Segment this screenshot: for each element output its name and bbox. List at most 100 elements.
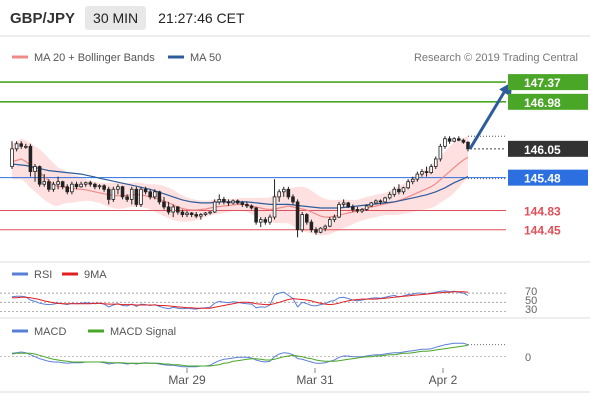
candle-body: [10, 148, 14, 167]
candle-body: [355, 209, 360, 212]
level-146-98-text: 146.98: [524, 96, 561, 110]
candle-body: [383, 197, 387, 203]
candle-body: [392, 188, 397, 195]
candle-body: [102, 185, 106, 190]
candle-body: [369, 202, 374, 207]
level-145-48-box: [508, 169, 588, 186]
clock-time: 21:27:46 CET: [158, 10, 245, 26]
candle-body: [337, 204, 341, 218]
candle-body: [116, 186, 120, 190]
candle-body: [166, 206, 171, 213]
level-144-83-text: 144.83: [524, 205, 561, 219]
candle-body: [360, 209, 364, 212]
level-147-37-text: 147.37: [524, 76, 561, 90]
candle-body: [125, 196, 129, 200]
candle-body: [88, 182, 93, 185]
candle-body: [226, 201, 231, 204]
candle-body: [466, 141, 470, 150]
candle-body: [143, 188, 148, 193]
ma9-legend-label: 9MA: [84, 269, 107, 281]
candle-body: [378, 200, 383, 203]
candle-body: [433, 158, 438, 167]
candle-body: [410, 178, 415, 183]
rsi-ma9-line: [12, 291, 469, 309]
candle-body: [406, 181, 410, 189]
candle-body: [429, 166, 433, 173]
candle-body: [74, 183, 79, 188]
candle-body: [305, 214, 309, 223]
macd-axis-zero: 0: [525, 352, 531, 364]
rsi-line: [11, 290, 469, 310]
candle-body: [245, 204, 249, 207]
x-label-mar-31: Mar 31: [296, 373, 334, 387]
forecast-arrow-shaft: [468, 88, 508, 150]
candle-body: [258, 219, 263, 223]
level-147-37-box: [508, 74, 588, 91]
candle-body: [51, 183, 56, 190]
candle-body: [14, 143, 19, 150]
candle-body: [222, 198, 226, 203]
candle-body: [185, 212, 189, 215]
candle-body: [438, 145, 443, 160]
ma50-line: [11, 163, 469, 209]
candle-body: [153, 191, 157, 198]
candle-body: [97, 185, 102, 188]
candle-body: [341, 202, 346, 205]
candle-body: [33, 166, 37, 172]
level-144-45-text: 144.45: [524, 224, 561, 238]
macd-legend-label: MACD: [34, 326, 66, 338]
level-146-05-text: 146.05: [524, 143, 561, 157]
candle-body: [42, 181, 47, 185]
candle-body: [461, 139, 466, 143]
candle-body: [249, 205, 254, 209]
candle-body: [70, 183, 74, 193]
candle-body: [217, 198, 222, 203]
candle-body: [332, 216, 337, 221]
macd-signal-legend-label: MACD Signal: [110, 326, 176, 338]
candle-body: [171, 206, 175, 213]
rsi-axis-50: 50: [525, 295, 537, 307]
candle-body: [374, 200, 378, 204]
candle-body: [263, 219, 268, 223]
candle-body: [47, 181, 51, 190]
candle-body: [272, 196, 277, 218]
candle-body: [295, 201, 300, 231]
candle-body: [79, 183, 83, 188]
candle-body: [65, 186, 70, 193]
candle-body: [134, 188, 139, 205]
candle-body: [277, 191, 281, 198]
candle-body: [208, 211, 212, 214]
candle-body: [420, 171, 424, 175]
candle-body: [443, 138, 447, 147]
rsi-legend: RSI 9MA: [12, 269, 107, 281]
candle-body: [309, 221, 314, 231]
candle-body: [111, 188, 116, 200]
candle-body: [203, 212, 208, 215]
candle-body: [318, 227, 323, 233]
ma50-legend-label: MA 50: [190, 52, 221, 64]
candle-body: [24, 145, 28, 148]
timeframe-badge[interactable]: 30 MIN: [85, 6, 147, 30]
level-146-98-box: [508, 93, 588, 110]
candle-body: [60, 181, 65, 188]
candle-body: [212, 201, 217, 213]
x-label-apr-2: Apr 2: [429, 373, 458, 387]
candle-body: [180, 211, 185, 215]
candle-body: [93, 183, 97, 188]
candle-body: [28, 145, 33, 172]
candle-body: [424, 171, 429, 173]
candle-body: [268, 216, 272, 223]
x-label-mar-29: Mar 29: [168, 373, 206, 387]
candle-body: [254, 207, 258, 223]
candle-body: [286, 188, 291, 198]
chart-header: GBP/JPY 30 MIN 21:27:46 CET: [0, 0, 590, 36]
symbol-title: GBP/JPY: [10, 9, 76, 27]
copyright-label: Research © 2019 Trading Central: [414, 52, 578, 64]
candle-body: [397, 188, 401, 193]
candle-body: [240, 202, 245, 205]
candle-body: [328, 219, 332, 227]
candle-body: [83, 182, 88, 185]
level-146-05-box: [508, 140, 588, 157]
candle-body: [157, 191, 162, 203]
